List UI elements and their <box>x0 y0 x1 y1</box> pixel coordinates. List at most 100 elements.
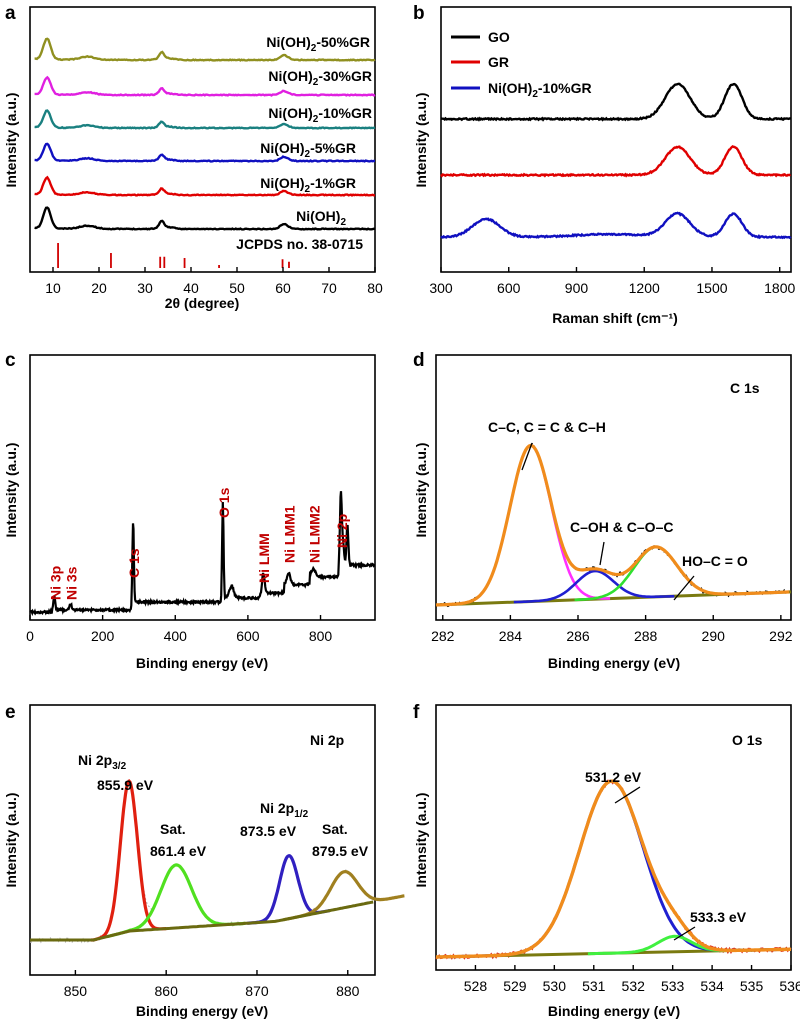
x-tick-label: 600 <box>236 628 260 644</box>
panel-title: C 1s <box>730 380 760 396</box>
x-tick-label: 290 <box>702 628 726 644</box>
x-tick-label: 70 <box>321 280 337 296</box>
plot-frame <box>29 6 376 273</box>
series-line-0 <box>440 82 791 122</box>
x-tick-label: 1200 <box>629 280 660 296</box>
envelope-line <box>436 779 791 959</box>
y-axis-label: Intensity (a.u.) <box>3 443 19 538</box>
annotation-sat2-ev: 879.5 eV <box>312 843 369 859</box>
legend-label-1: Ni(OH)2-1%GR <box>260 175 356 195</box>
x-tick-label: 531 <box>582 978 606 994</box>
reference-label: JCPDS no. 38-0715 <box>236 236 363 252</box>
x-tick-label: 286 <box>566 628 590 644</box>
legend-label-composite: Ni(OH)2-10%GR <box>488 80 592 100</box>
panel-label: d <box>413 350 425 371</box>
x-axis-ticks: 10 20 30 40 50 60 70 80 <box>45 267 383 296</box>
x-tick-label: 1500 <box>696 280 727 296</box>
x-tick-label: 80 <box>367 280 383 296</box>
x-tick-label: 292 <box>769 628 793 644</box>
envelope-line <box>435 443 790 607</box>
annotation-ni2p32-ev: 855.9 eV <box>97 777 154 793</box>
series-curves <box>34 37 376 231</box>
series-line-2 <box>440 211 792 240</box>
x-axis-ticks: 850 860 870 880 <box>64 970 360 999</box>
panel-b-raman: b 300 600 900 1200 1500 1800 GO GR Ni(OH)2-10… <box>413 3 795 326</box>
x-axis-ticks: 282 284 286 288 290 292 <box>431 615 793 644</box>
component-0 <box>446 779 777 959</box>
x-tick-label: 400 <box>164 628 188 644</box>
x-axis-label: Binding energy (eV) <box>548 1003 680 1019</box>
x-tick-label: 30 <box>137 280 153 296</box>
fit-curves <box>435 778 792 960</box>
y-axis-label: Intensity (a.u.) <box>413 93 429 188</box>
annotation-main: 531.2 eV <box>585 769 642 785</box>
survey-line <box>29 491 376 617</box>
x-tick-label: 60 <box>275 280 291 296</box>
x-tick-label: 533 <box>661 978 685 994</box>
x-tick-label: 0 <box>26 628 34 644</box>
x-axis-label: Binding energy (eV) <box>136 1003 268 1019</box>
series-line-1 <box>34 175 376 197</box>
x-axis-label: Raman shift (cm⁻¹) <box>552 310 678 326</box>
reference-pattern <box>57 243 290 268</box>
panel-label: e <box>5 702 16 723</box>
plot-frame <box>435 354 792 621</box>
legend-label-pure: Ni(OH)2 <box>296 208 346 228</box>
survey-curve <box>29 491 376 617</box>
peak-annotation: Ni 3s <box>64 566 80 600</box>
arrow-hoco <box>673 575 695 601</box>
component-1 <box>513 569 675 604</box>
peak-annotation: O 1s <box>216 487 232 518</box>
series-line-3 <box>34 109 376 130</box>
x-tick-label: 860 <box>155 983 179 999</box>
x-tick-label: 536 <box>779 978 800 994</box>
x-tick-label: 534 <box>700 978 724 994</box>
legend-label-gr: GR <box>488 54 509 70</box>
series-line-4 <box>34 75 376 97</box>
annotation-sat1: Sat. <box>160 821 186 837</box>
peak-annotations: Ni 3p Ni 3s C 1s O 1s Ni LMM Ni LMM1 Ni LMM2 Ni… <box>47 487 350 600</box>
x-axis-ticks: 0 200 400 600 800 <box>26 615 332 644</box>
x-tick-label: 284 <box>499 628 523 644</box>
annotation-cc: C–C, C = C & C–H <box>488 419 606 435</box>
series-line-1 <box>439 144 792 178</box>
panel-a-xrd: a 10 20 30 40 50 60 70 80 2θ (degree) Intensity… <box>3 3 383 311</box>
x-tick-label: 20 <box>91 280 107 296</box>
x-tick-label: 200 <box>91 628 115 644</box>
x-tick-label: 40 <box>183 280 199 296</box>
x-tick-label: 282 <box>431 628 455 644</box>
x-tick-label: 800 <box>309 628 333 644</box>
x-axis-ticks: 300 600 900 1200 1500 1800 <box>429 267 795 296</box>
raw-data <box>30 779 375 944</box>
peak-annotation: Ni LMM <box>256 533 272 583</box>
peak-annotation: Ni LMM1 <box>282 505 298 563</box>
x-tick-label: 10 <box>45 280 61 296</box>
y-axis-label: Intensity (a.u.) <box>413 793 429 888</box>
annotation-hoco: HO–C = O <box>682 553 748 569</box>
fit-curves <box>30 779 405 944</box>
panel-label: a <box>5 3 16 24</box>
arrow-coh <box>599 541 605 566</box>
annotation-sat2: Sat. <box>322 821 348 837</box>
legend-label-30: Ni(OH)2-30%GR <box>268 68 372 88</box>
panel-e-ni2p: e 850 860 870 880 Ni 2p Ni 2p3/2 855.9 eV S… <box>3 702 405 1019</box>
series-line-0 <box>34 206 376 231</box>
panel-title: Ni 2p <box>310 732 344 748</box>
plot-frame <box>440 6 792 273</box>
fit-curves <box>435 442 792 608</box>
panel-c-xps-survey: c 0 200 400 600 800 Ni 3p Ni 3s C 1s O 1s Ni LMM… <box>3 350 376 671</box>
x-axis-label: 2θ (degree) <box>165 295 239 311</box>
x-tick-label: 528 <box>464 978 488 994</box>
x-tick-label: 530 <box>543 978 567 994</box>
x-tick-label: 50 <box>229 280 245 296</box>
annotation-ni2p32: Ni 2p3/2 <box>78 752 127 772</box>
peak-annotation: C 1s <box>126 548 142 578</box>
x-axis-ticks: 528 529 530 531 532 533 534 535 536 <box>464 965 800 994</box>
legend-label-go: GO <box>488 29 510 45</box>
arrow-cc <box>521 442 533 471</box>
series-curves <box>439 82 792 240</box>
plot-frame <box>29 354 376 621</box>
x-tick-label: 532 <box>622 978 646 994</box>
x-tick-label: 300 <box>429 280 453 296</box>
